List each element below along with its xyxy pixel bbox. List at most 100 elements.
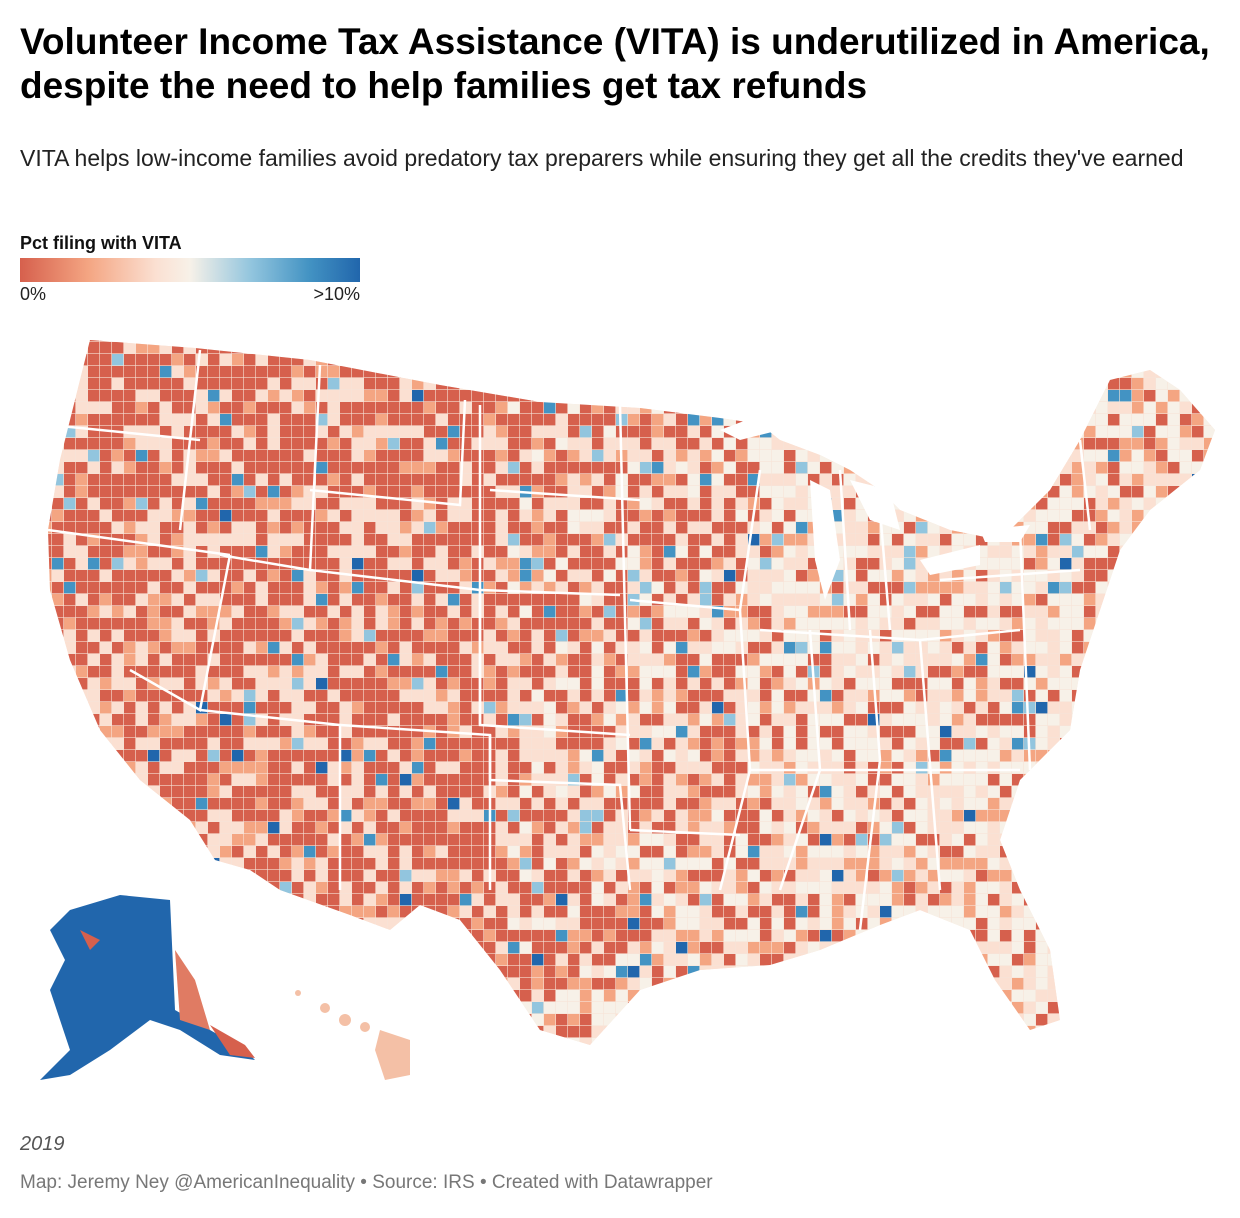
county-cell [244, 510, 256, 522]
county-cell [268, 582, 280, 594]
county-cell [1180, 642, 1192, 654]
county-cell [1168, 498, 1180, 510]
county-cell [412, 340, 424, 342]
us-county-map[interactable] [20, 330, 1230, 1100]
county-cell [880, 702, 892, 714]
county-cell [112, 340, 124, 342]
county-cell [52, 666, 64, 678]
county-cell [48, 474, 52, 486]
county-cell [100, 846, 112, 858]
county-cell [676, 558, 688, 570]
county-cell [256, 594, 268, 606]
county-cell [424, 366, 436, 378]
county-cell [1180, 738, 1192, 750]
county-cell [292, 654, 304, 666]
county-cell [412, 630, 424, 642]
county-cell [784, 810, 796, 822]
county-cell [484, 546, 496, 558]
county-cell [1060, 834, 1072, 846]
county-cell [268, 870, 280, 882]
county-cell [172, 738, 184, 750]
county-cell [1096, 846, 1108, 858]
county-cell [904, 618, 916, 630]
county-cell [160, 810, 172, 822]
county-cell [700, 354, 712, 366]
county-cell [280, 642, 292, 654]
county-cell [892, 570, 904, 582]
county-cell [496, 498, 508, 510]
county-cell [952, 870, 964, 882]
county-cell [808, 894, 820, 906]
county-cell [448, 378, 460, 390]
county-cell [292, 918, 304, 930]
county-cell [856, 354, 868, 366]
county-cell [328, 606, 340, 618]
county-cell [988, 822, 1000, 834]
county-cell [1036, 582, 1048, 594]
county-cell [220, 774, 232, 786]
county-cell [208, 882, 220, 894]
county-cell [592, 402, 604, 414]
county-cell [1144, 798, 1156, 810]
county-cell [1036, 750, 1048, 762]
county-cell [148, 882, 160, 894]
county-cell [208, 894, 220, 906]
county-cell [268, 606, 280, 618]
county-cell [520, 882, 532, 894]
county-cell [628, 450, 640, 462]
county-cell [112, 558, 124, 570]
county-cell [892, 390, 904, 402]
county-cell [1156, 834, 1168, 846]
county-cell [100, 666, 112, 678]
county-cell [1012, 678, 1024, 690]
county-cell [520, 618, 532, 630]
county-cell [784, 618, 796, 630]
county-cell [940, 774, 952, 786]
county-cell [52, 798, 64, 810]
county-cell [640, 654, 652, 666]
county-cell [184, 462, 196, 474]
county-cell [604, 438, 616, 450]
county-cell [676, 570, 688, 582]
county-cell [460, 558, 472, 570]
county-cell [1192, 906, 1204, 918]
county-cell [784, 582, 796, 594]
county-cell [136, 762, 148, 774]
county-cell [244, 906, 256, 918]
county-cell [856, 340, 868, 342]
county-cell [112, 690, 124, 702]
county-cell [844, 678, 856, 690]
county-cell [484, 918, 496, 930]
county-cell [208, 870, 220, 882]
county-cell [904, 366, 916, 378]
county-cell [1204, 846, 1215, 858]
county-cell [1096, 654, 1108, 666]
county-cell [976, 366, 988, 378]
county-cell [388, 642, 400, 654]
county-cell [340, 402, 352, 414]
county-cell [556, 438, 568, 450]
county-cell [1156, 558, 1168, 570]
county-cell [376, 738, 388, 750]
county-cell [1048, 834, 1060, 846]
county-cell [592, 534, 604, 546]
county-cell [1060, 594, 1072, 606]
county-cell [1180, 606, 1192, 618]
county-cell [676, 678, 688, 690]
county-cell [688, 918, 700, 930]
county-cell [832, 522, 844, 534]
county-cell [628, 834, 640, 846]
county-cell [376, 810, 388, 822]
county-cell [340, 918, 352, 930]
county-cell [868, 702, 880, 714]
county-cell [820, 654, 832, 666]
county-cell [1072, 894, 1084, 906]
county-cell [472, 558, 484, 570]
county-cell [532, 378, 544, 390]
county-cell [172, 414, 184, 426]
county-cell [256, 606, 268, 618]
county-cell [196, 654, 208, 666]
county-cell [628, 678, 640, 690]
county-cell [700, 474, 712, 486]
county-cell [100, 618, 112, 630]
